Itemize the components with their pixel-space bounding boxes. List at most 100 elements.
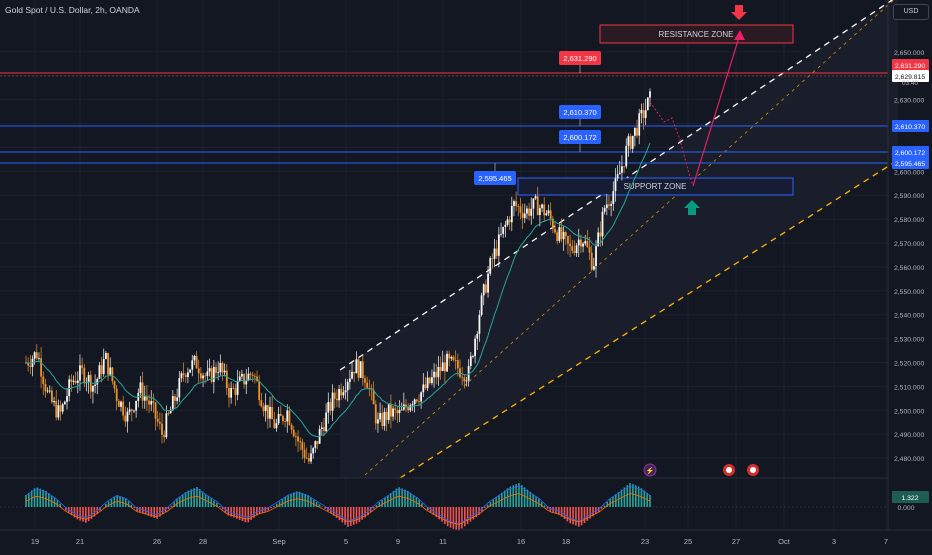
candle-body [438,367,440,377]
candle-body [293,430,295,437]
price-tag-2631-text: 2,631.290 [563,54,596,63]
y-tick-label: 2,530.000 [894,337,924,344]
candle-body [496,249,498,256]
y-tick-label: 2,630.000 [894,98,924,105]
candle-body [342,392,344,395]
candle-body [483,284,485,295]
candle-body [308,458,310,461]
candle-body [610,204,612,206]
axis-tag-2610: 2,610.370 [892,120,929,132]
osc-bar [467,507,469,524]
candle-body [524,214,526,218]
candle-body [522,213,524,218]
symbol-title: Gold Spot / U.S. Dollar, 2h, OANDA [5,5,140,15]
candle-body [528,209,530,216]
candle-body [70,379,72,381]
candle-body [351,372,353,379]
axis-tag-osc-zero: 0.000 [897,505,914,512]
candle-body [66,396,68,402]
candle-body [647,98,649,111]
osc-bar [341,507,343,522]
candle-body [595,246,597,266]
axis-tag-2595: 2,595.465 [892,157,929,169]
candle-body [176,397,178,400]
osc-bar [632,484,634,507]
candle-body [494,249,496,259]
osc-bar [578,507,580,527]
candle-body [604,208,606,212]
candle-body [263,406,265,411]
osc-bar [190,489,192,507]
candle-body [217,372,219,373]
candle-body [232,388,234,389]
x-tick-label: 21 [76,537,84,546]
candle-body [306,458,308,459]
candle-body [418,401,420,402]
osc-bar [344,507,346,525]
candle-body [466,380,468,381]
price-tag-2631: 2,631.290 [559,51,601,65]
candle-body [237,381,239,395]
candle-body [621,166,623,172]
osc-bar [512,485,514,507]
candle-body [133,411,135,412]
candle-body [109,368,111,375]
osc-bar [538,499,540,507]
x-tick-label: 23 [641,537,649,546]
candle-body [435,372,437,378]
candle-body [150,401,152,404]
osc-bar [282,499,284,507]
osc-bar [461,507,463,528]
osc-bar [324,507,326,509]
osc-bar [213,500,215,507]
osc-bar [193,488,195,507]
osc-bar [176,499,178,507]
candle-body [580,240,582,247]
candle-body [440,367,442,371]
y-tick-label: 2,600.000 [894,169,924,176]
candle-body [630,136,632,149]
candle-body [576,245,578,252]
x-tick-label: Sep [272,537,285,546]
candle-body [593,266,595,269]
candle-body [589,247,591,253]
candle-body [204,376,206,377]
candle-body [172,396,174,410]
osc-bar [57,500,59,507]
candle-body [615,178,617,191]
candle-body [345,390,347,392]
candle-body [291,425,293,430]
candle-body [228,388,230,398]
candle-body [425,384,427,388]
candle-body [384,412,386,426]
y-tick-label: 2,570.000 [894,241,924,248]
candle-body [127,412,129,422]
osc-bar [584,507,586,523]
candle-body [129,409,131,411]
candle-body [375,404,377,423]
candle-body [599,232,601,236]
candle-body [461,377,463,378]
candle-body [79,365,81,380]
osc-bar [587,507,589,521]
osc-bar [515,484,517,507]
candle-body [118,401,120,407]
candle-body [330,402,332,411]
osc-bar [34,488,36,507]
price-tag-2595: 2,595.465 [474,171,516,185]
candle-body [187,372,189,377]
candle-body [317,441,319,444]
currency-button[interactable]: USD [893,4,929,20]
osc-bar [85,507,87,523]
candle-body [625,146,627,167]
candle-body [230,388,232,398]
candle-body [314,441,316,448]
candle-body [155,403,157,419]
candle-body [388,404,390,420]
candle-body [299,441,301,442]
axis-tag-osc-value: 1.322 [892,491,929,503]
resistance-zone-label: RESISTANCE ZONE [659,30,734,39]
candle-body [362,361,364,378]
